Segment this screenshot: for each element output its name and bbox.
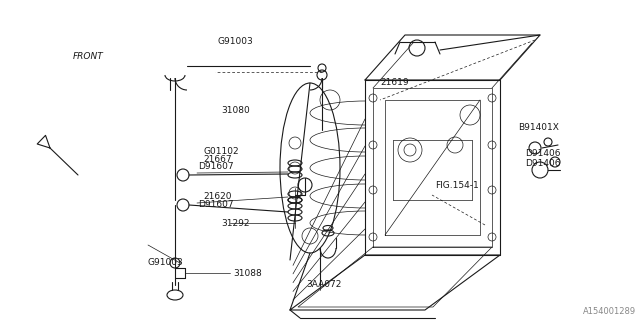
Text: B91401X: B91401X <box>518 124 559 132</box>
Text: D91406: D91406 <box>525 149 560 158</box>
Text: D91406: D91406 <box>525 159 560 168</box>
Text: G91003: G91003 <box>218 37 253 46</box>
Text: A154001289: A154001289 <box>583 307 636 316</box>
Text: 31080: 31080 <box>221 106 250 115</box>
Text: 31088: 31088 <box>234 269 262 278</box>
Text: D91607: D91607 <box>198 200 234 209</box>
Text: G01102: G01102 <box>204 147 239 156</box>
Text: D91607: D91607 <box>198 162 234 171</box>
Text: 3AA072: 3AA072 <box>306 280 341 289</box>
Text: FIG.154-1: FIG.154-1 <box>435 181 479 190</box>
Text: 21667: 21667 <box>204 155 232 164</box>
Text: 21620: 21620 <box>204 192 232 201</box>
Text: 31292: 31292 <box>221 220 250 228</box>
Text: 21619: 21619 <box>381 78 410 87</box>
Text: FRONT: FRONT <box>72 52 103 61</box>
Text: G91003: G91003 <box>147 258 183 267</box>
